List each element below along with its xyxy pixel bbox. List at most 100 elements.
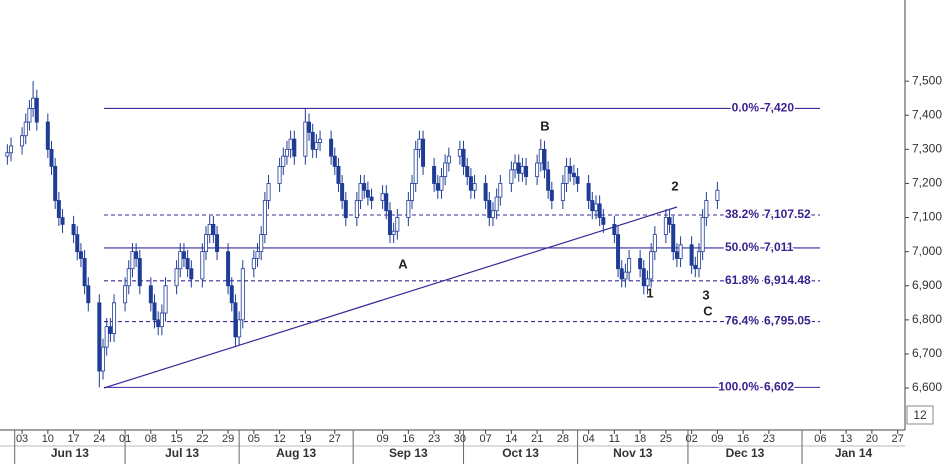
candle-body bbox=[233, 302, 238, 338]
candle-body bbox=[421, 138, 426, 167]
candle-body bbox=[27, 108, 32, 123]
month-label: Jul 13 bbox=[165, 446, 199, 460]
candle-body bbox=[336, 166, 341, 184]
wave-label: 3 bbox=[702, 287, 709, 302]
candle-body bbox=[229, 285, 234, 304]
x-tick-label: 22 bbox=[196, 433, 208, 445]
x-tick-label: 09 bbox=[376, 433, 388, 445]
candle-body bbox=[284, 148, 289, 157]
wave-label: A bbox=[398, 256, 408, 271]
x-tick-label: 09 bbox=[711, 433, 723, 445]
candle-body bbox=[163, 285, 168, 314]
candle-body bbox=[667, 217, 672, 225]
y-tick-label: 7,200 bbox=[912, 176, 942, 190]
trend-line bbox=[103, 206, 678, 389]
candle-body bbox=[457, 148, 462, 157]
month-label: Dec 13 bbox=[726, 446, 765, 460]
candle-body bbox=[126, 268, 131, 287]
candle-body bbox=[354, 200, 359, 218]
candle-body bbox=[56, 200, 61, 218]
candle-body bbox=[560, 183, 565, 201]
x-tick-label: 29 bbox=[222, 433, 234, 445]
candle-body bbox=[303, 121, 308, 157]
candle-body bbox=[71, 223, 76, 236]
candle-body bbox=[627, 258, 632, 273]
wave-label: B bbox=[540, 118, 549, 133]
x-tick-label: 24 bbox=[93, 433, 105, 445]
candle-body bbox=[75, 234, 80, 253]
candle-body bbox=[472, 183, 477, 191]
candle-body bbox=[678, 244, 683, 259]
candle-body bbox=[185, 258, 190, 270]
x-tick-label: 27 bbox=[892, 433, 904, 445]
candle-body bbox=[174, 268, 179, 287]
x-tick-label: 12 bbox=[273, 433, 285, 445]
candle-body bbox=[181, 251, 186, 259]
month-label: Nov 13 bbox=[613, 446, 653, 460]
x-tick-label: 20 bbox=[866, 433, 878, 445]
candle-body bbox=[387, 210, 392, 236]
fib-percent: 76.4% bbox=[725, 314, 759, 328]
candle-body bbox=[86, 285, 91, 304]
candle-body bbox=[152, 302, 157, 321]
candle-body bbox=[509, 169, 514, 184]
fib-value: 6,795.05 bbox=[764, 314, 811, 328]
candle-body bbox=[159, 312, 164, 328]
y-tick-label: 7,500 bbox=[912, 73, 942, 87]
candle-body bbox=[340, 183, 345, 201]
candle-body bbox=[520, 166, 525, 174]
candle-body bbox=[490, 210, 495, 218]
month-label: Jan 14 bbox=[835, 446, 873, 460]
candle-body bbox=[255, 251, 260, 259]
x-tick-label: 16 bbox=[402, 433, 414, 445]
candle-body bbox=[689, 244, 694, 266]
candle-body bbox=[391, 230, 396, 236]
candle-body bbox=[237, 319, 242, 338]
candle-body bbox=[34, 97, 39, 123]
fib-value: 7,011 bbox=[764, 240, 794, 254]
month-label: Jun 13 bbox=[51, 446, 89, 460]
x-tick-label: 21 bbox=[531, 433, 543, 445]
x-tick-label: 27 bbox=[329, 433, 341, 445]
candle-body bbox=[432, 166, 437, 184]
candle-body bbox=[638, 258, 643, 270]
candle-body bbox=[53, 166, 58, 201]
x-tick-label: 16 bbox=[737, 433, 749, 445]
candle-body bbox=[251, 258, 256, 270]
candle-body bbox=[461, 148, 466, 167]
candle-body bbox=[663, 217, 668, 236]
corner-label: 12 bbox=[913, 408, 927, 422]
y-tick-label: 7,100 bbox=[912, 210, 942, 224]
candle-body bbox=[31, 97, 36, 109]
wave-label: C bbox=[703, 303, 713, 318]
candle-body bbox=[288, 138, 293, 150]
candle-body bbox=[564, 166, 569, 184]
candle-body bbox=[369, 196, 374, 201]
candle-body bbox=[439, 176, 444, 191]
fib-percent: 61.8% bbox=[725, 273, 759, 287]
x-tick-label: 28 bbox=[557, 433, 569, 445]
y-tick-label: 6,700 bbox=[912, 346, 942, 360]
candle-body bbox=[112, 302, 117, 334]
candle-body bbox=[49, 148, 54, 167]
candle-body bbox=[156, 319, 161, 328]
x-tick-label: 04 bbox=[582, 433, 594, 445]
candle-body bbox=[487, 200, 492, 218]
candle-body bbox=[446, 155, 451, 164]
candle-body bbox=[207, 223, 212, 236]
candle-body bbox=[494, 196, 499, 212]
candle-body bbox=[616, 234, 621, 270]
candle-body bbox=[380, 193, 385, 201]
fib-value: 6,914.48 bbox=[764, 273, 811, 287]
x-tick-label: 30 bbox=[454, 433, 466, 445]
candle-body bbox=[281, 155, 286, 167]
candle-body bbox=[148, 285, 153, 304]
fib-percent: 50.0% bbox=[725, 240, 759, 254]
candle-body bbox=[310, 131, 315, 150]
candle-body bbox=[410, 183, 415, 201]
candle-body bbox=[568, 166, 573, 174]
candle-body bbox=[612, 223, 617, 236]
fib-value: 7,107.52 bbox=[764, 207, 811, 221]
y-tick-label: 6,600 bbox=[912, 380, 942, 394]
